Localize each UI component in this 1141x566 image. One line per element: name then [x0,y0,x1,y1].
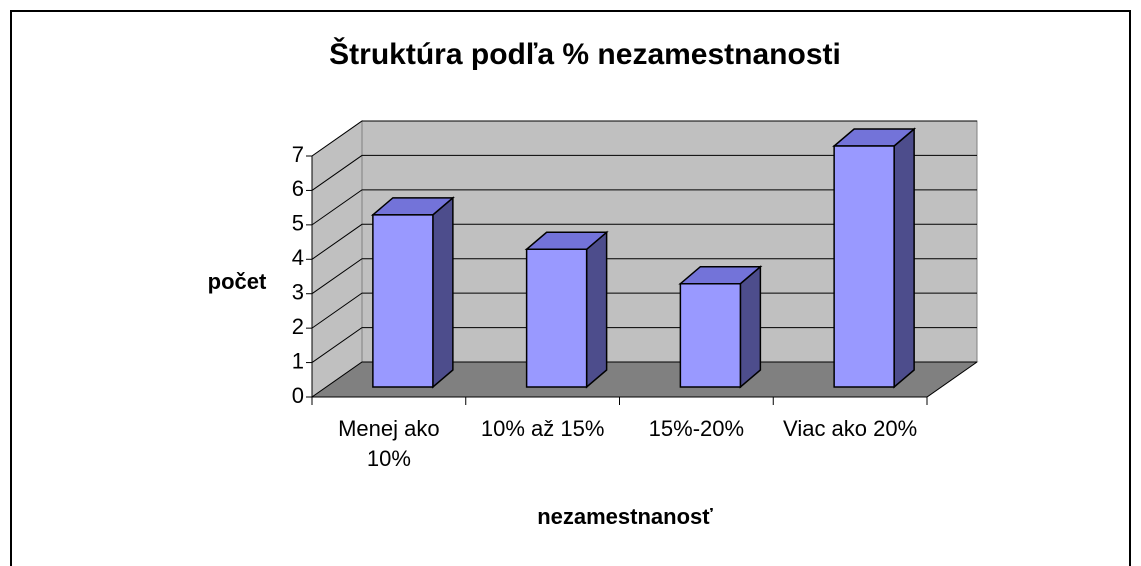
x-tick-label: Menej ako 10% [338,416,440,471]
bar [370,196,455,389]
bar [832,127,917,389]
bar-front [833,145,895,388]
bar-side [432,196,454,389]
x-axis-title: nezamestnanosť [537,504,713,529]
bar-side [739,265,762,389]
grid-line [311,154,977,191]
bar [524,230,609,389]
y-tick-label: 4 [292,245,304,270]
chart-title: Štruktúra podľa % nezamestnanosti [329,37,841,71]
grid-line [311,361,977,398]
bar [678,265,763,389]
y-tick-label: 0 [292,383,304,408]
y-tick-label: 7 [292,142,304,167]
bar-front [372,214,434,388]
grid-line [311,223,977,260]
bar-side [585,230,608,389]
x-tick-label: 10% až 15% [480,416,605,441]
side-wall [311,120,363,398]
y-tick-label: 5 [292,211,304,236]
x-tick-label: 15%-20% [648,416,745,441]
x-tick-label: Viac ako 20% [783,416,918,441]
bar-front [525,248,588,388]
y-tick-label: 6 [292,176,304,201]
y-tick-label: 3 [292,280,304,305]
grid-line [311,189,977,226]
grid-line [311,120,977,157]
y-tick-label: 1 [292,348,304,373]
y-axis-title: počet [208,269,267,294]
bar-side [893,127,915,389]
y-tick-label: 2 [292,314,304,339]
grid-line [311,292,977,329]
bar-front [679,282,742,388]
grid-line [311,258,977,295]
grid-line [311,327,977,363]
